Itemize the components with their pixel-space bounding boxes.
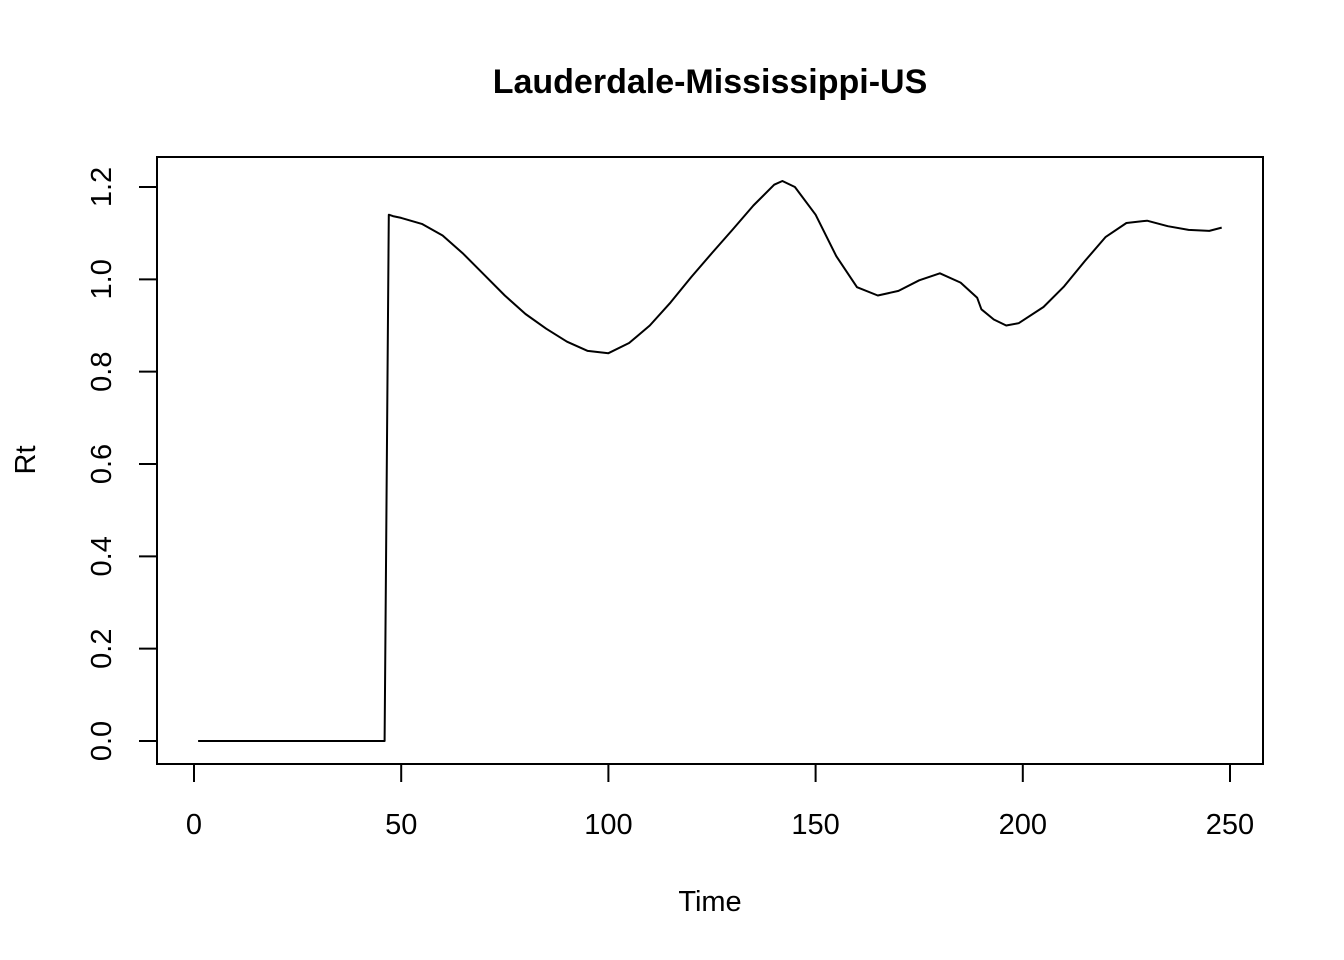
y-axis-label: Rt — [10, 446, 42, 475]
y-tick-label: 0.0 — [86, 721, 118, 761]
x-tick-label: 250 — [1206, 809, 1254, 841]
x-tick-label: 50 — [385, 809, 417, 841]
x-tick-label: 100 — [584, 809, 632, 841]
x-tick-label: 0 — [186, 809, 202, 841]
x-tick-label: 200 — [999, 809, 1047, 841]
y-tick-label: 1.2 — [86, 167, 118, 207]
x-tick-label: 150 — [791, 809, 839, 841]
chart-title: Lauderdale-Mississippi-US — [493, 63, 928, 101]
x-axis-label: Time — [678, 886, 741, 918]
y-tick-label: 1.0 — [86, 259, 118, 299]
y-tick-label: 0.8 — [86, 352, 118, 392]
x-axis: 0 50 100 150 200 250 — [186, 763, 1254, 841]
y-tick-label: 0.6 — [86, 444, 118, 484]
y-tick-label: 0.2 — [86, 629, 118, 669]
series-layer — [198, 180, 1222, 742]
y-axis: 0.0 0.2 0.4 0.6 0.8 1.0 1.2 — [86, 167, 158, 761]
series-line — [198, 180, 1222, 742]
y-tick-label: 0.4 — [86, 536, 118, 576]
